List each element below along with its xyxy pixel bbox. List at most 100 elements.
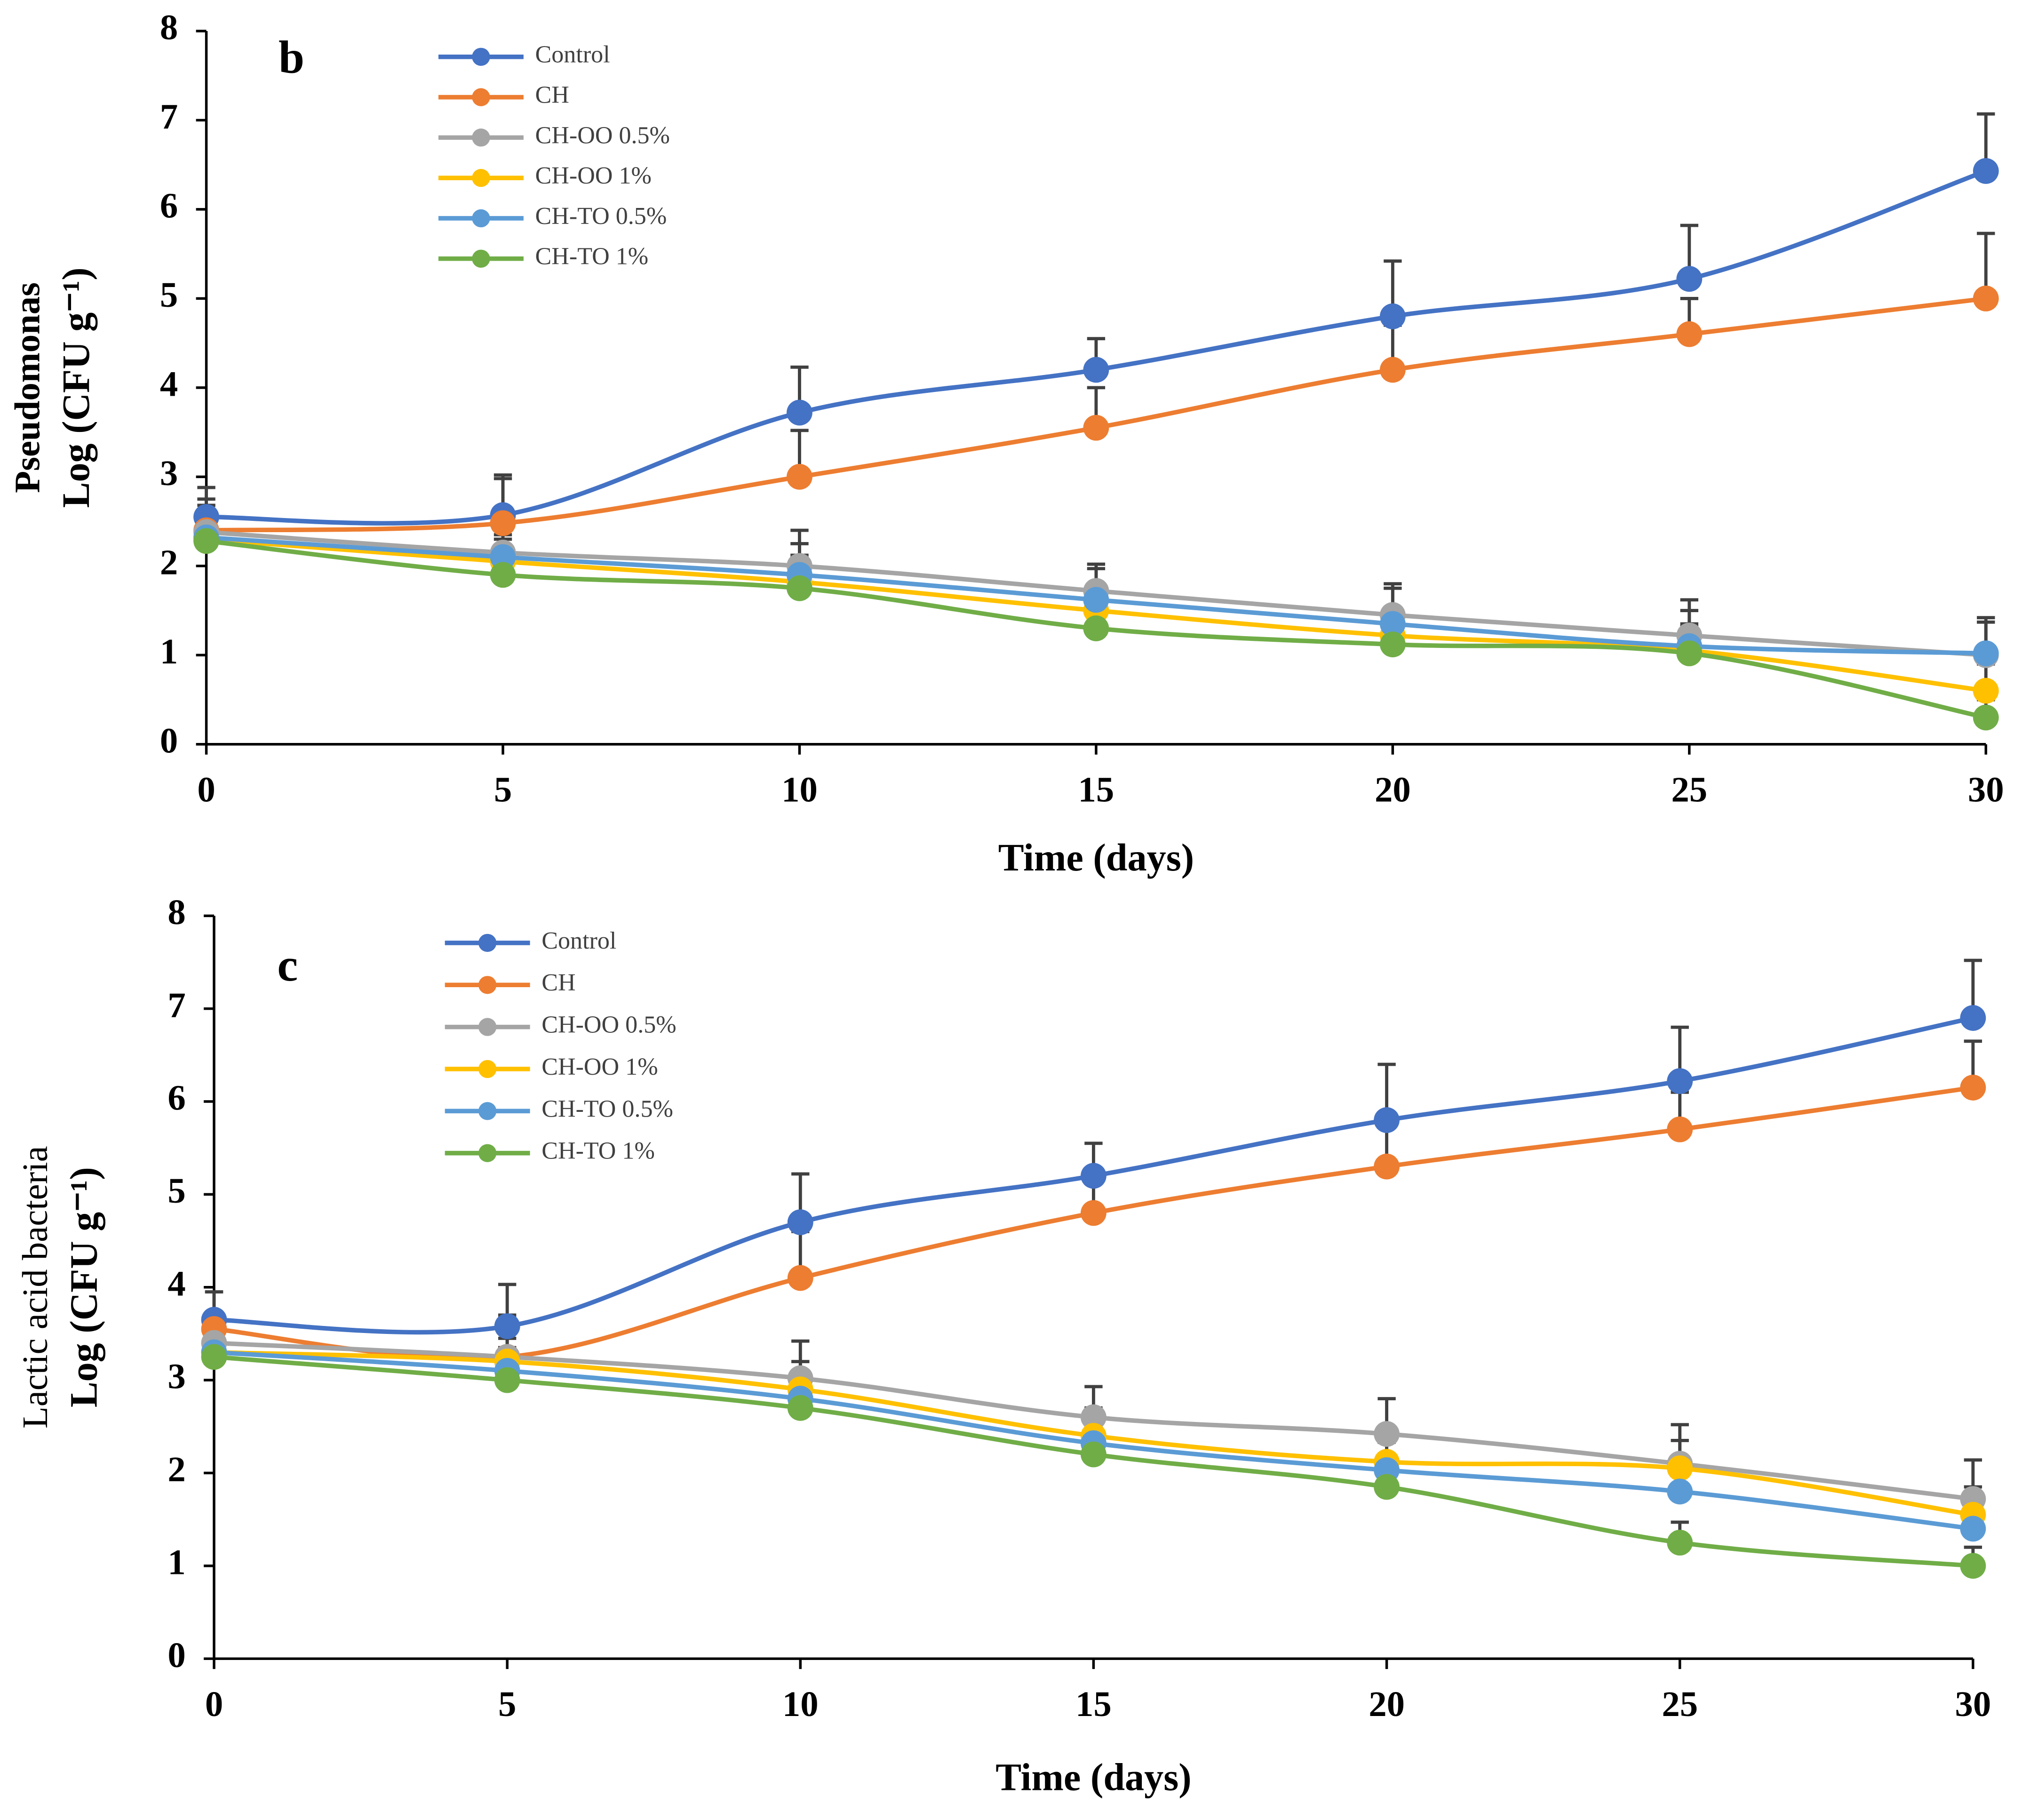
y-tick-label: 6	[160, 186, 178, 226]
data-point	[787, 1209, 813, 1236]
data-point	[1374, 1153, 1400, 1180]
x-tick-label: 20	[1369, 1684, 1405, 1724]
y-tick-label: 4	[160, 364, 178, 404]
data-point	[1081, 1200, 1107, 1226]
y-tick-label: 0	[167, 1635, 185, 1675]
legend-marker	[472, 128, 490, 147]
data-point	[1374, 1474, 1400, 1500]
data-point	[1960, 1553, 1986, 1579]
x-tick-label: 25	[1662, 1684, 1698, 1724]
legend-label: CH	[541, 969, 575, 996]
y-axis-title: Log (CFU g⁻¹)	[55, 267, 97, 508]
data-point	[494, 1367, 520, 1393]
data-point	[1081, 1404, 1107, 1430]
y-tick-label: 8	[160, 8, 178, 48]
data-point	[1083, 615, 1109, 641]
y-tick-label: 1	[167, 1542, 185, 1582]
y-tick-label: 7	[160, 96, 178, 136]
data-point	[201, 1344, 227, 1370]
y-tick-label: 1	[160, 631, 178, 671]
legend-label: CH-OO 0.5%	[541, 1012, 676, 1038]
data-point	[1973, 158, 1999, 184]
y-tick-label: 5	[160, 275, 178, 315]
y-tick-label: 2	[160, 542, 178, 582]
data-point	[193, 528, 219, 554]
x-tick-label: 25	[1671, 770, 1707, 810]
data-point	[1083, 587, 1109, 613]
y-tick-label: 3	[167, 1357, 185, 1397]
x-tick-label: 30	[1968, 770, 2004, 810]
data-point	[1676, 640, 1703, 666]
legend-label: CH-TO 0.5%	[541, 1095, 673, 1122]
data-point	[1379, 357, 1406, 383]
data-point	[787, 1395, 813, 1421]
data-point	[1374, 1107, 1400, 1133]
x-tick-label: 0	[197, 770, 215, 810]
y-tick-label: 0	[160, 720, 178, 760]
x-tick-label: 0	[205, 1684, 223, 1724]
legend-marker	[478, 1144, 497, 1162]
data-point	[490, 510, 516, 536]
y-tick-label: 6	[167, 1078, 185, 1118]
data-point	[1973, 640, 1999, 666]
x-tick-label: 10	[781, 770, 818, 810]
legend-label: CH	[535, 82, 569, 109]
legend-marker	[478, 1060, 497, 1078]
legend-marker	[472, 88, 490, 106]
data-point	[1676, 321, 1703, 347]
legend-label: CH-OO 0.5%	[535, 122, 670, 149]
legend-label: CH-TO 1%	[541, 1138, 655, 1165]
data-point	[1379, 611, 1406, 637]
panel-label: b	[279, 32, 304, 83]
legend-marker	[472, 48, 490, 66]
x-axis-title: Time (days)	[995, 1756, 1191, 1798]
data-point	[1667, 1116, 1693, 1142]
y-tick-label: 4	[167, 1263, 185, 1303]
y-tick-label: 2	[167, 1449, 185, 1489]
x-tick-label: 15	[1075, 1684, 1112, 1724]
data-point	[1083, 357, 1109, 383]
legend-label: CH-OO 1%	[541, 1054, 658, 1080]
y-axis-title: Pseudomonas	[7, 282, 47, 493]
panel-label: c	[277, 940, 298, 991]
legend-marker	[478, 1102, 497, 1120]
data-point	[1973, 704, 1999, 731]
y-axis-title: Log (CFU g⁻¹)	[62, 1167, 105, 1407]
legend-marker	[478, 1018, 497, 1036]
y-tick-label: 8	[167, 892, 185, 932]
x-tick-label: 10	[782, 1684, 819, 1724]
data-point	[1667, 1068, 1693, 1094]
legend-marker	[478, 934, 497, 952]
y-axis-title: Lactic acid bacteria	[15, 1146, 55, 1429]
data-point	[1379, 303, 1406, 329]
data-point	[1379, 631, 1406, 657]
data-point	[490, 544, 516, 570]
x-axis-title: Time (days)	[998, 836, 1194, 879]
y-tick-label: 5	[167, 1171, 185, 1211]
x-tick-label: 5	[498, 1684, 516, 1724]
data-point	[1960, 1075, 1986, 1101]
y-tick-label: 7	[167, 985, 185, 1025]
legend-marker	[472, 168, 490, 187]
legend-label: CH-OO 1%	[535, 162, 652, 189]
y-tick-label: 3	[160, 453, 178, 493]
data-point	[1667, 1455, 1693, 1482]
data-point	[1973, 678, 1999, 704]
data-point	[1081, 1441, 1107, 1468]
chart: 0 1 2 3 4 5 6 7 8 0 5 10 15 20 25 30 Time (days) Pseudomo…	[7, 8, 2004, 879]
data-point	[1676, 266, 1703, 292]
data-point	[787, 399, 812, 426]
x-tick-label: 30	[1955, 1684, 1991, 1724]
data-point	[1083, 415, 1109, 441]
chart: 0 1 2 3 4 5 6 7 8 0 5 10 15 20 25 30 Time (days) Lactic a…	[15, 892, 1991, 1799]
data-point	[1081, 1163, 1107, 1189]
data-point	[787, 1265, 813, 1291]
data-point	[1973, 285, 1999, 311]
data-point	[1667, 1530, 1693, 1556]
legend-label: Control	[541, 927, 616, 954]
data-point	[1960, 1005, 1986, 1031]
legend-label: Control	[535, 41, 610, 68]
x-tick-label: 15	[1078, 770, 1114, 810]
legend-label: CH-TO 1%	[535, 243, 649, 270]
